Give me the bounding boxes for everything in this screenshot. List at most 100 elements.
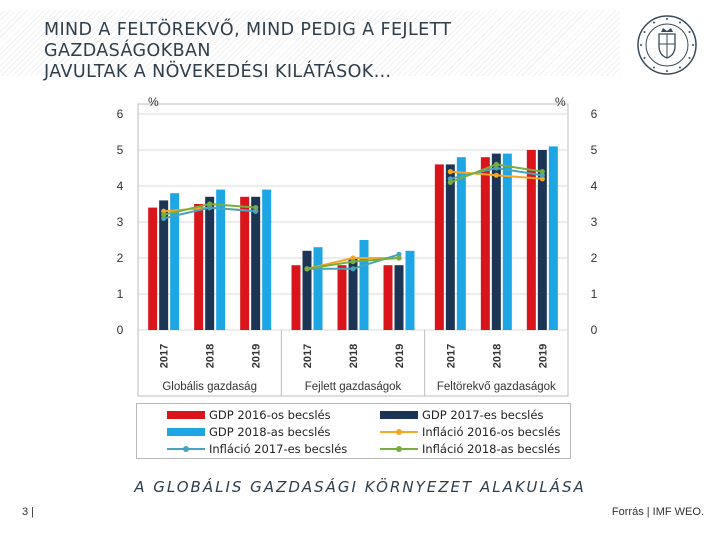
legend-item-gdp-2017: GDP 2017-es becslés: [380, 408, 543, 422]
bar-gdp2018-g0-2019: [262, 189, 272, 330]
point-inf2018-g0-2018: [207, 201, 213, 207]
point-inf2016-g2-2019: [539, 176, 545, 182]
point-inf2016-g1-2018: [350, 255, 356, 261]
legend-label-gdp-2017: GDP 2017-es becslés: [422, 408, 544, 422]
legend-item-inflation-2016: Infláció 2016-os becslés: [380, 425, 560, 439]
point-inf2018-g1-2018: [350, 259, 356, 265]
x-tick-year-g2-2017: 2017: [445, 344, 457, 368]
legend-item-inflation-2017: Infláció 2017-es becslés: [167, 442, 347, 456]
point-inf2018-g2-2017: [447, 179, 453, 185]
x-tick-year-g0-2019: 2019: [251, 344, 263, 368]
bar-gdp2017-g0-2017: [159, 200, 169, 330]
legend-label-gdp-2016: GDP 2016-os becslés: [209, 408, 331, 422]
bar-gdp2018-g2-2017: [456, 157, 466, 330]
legend-item-gdp-2018: GDP 2018-as becslés: [167, 425, 330, 439]
y-tick-left-1: 1: [117, 287, 124, 301]
legend-swatch-inflation-2017: [167, 444, 205, 454]
y-tick-right-1: 1: [591, 287, 598, 301]
mnb-seal-logo: [637, 15, 697, 75]
x-tick-year-g2-2018: 2018: [491, 344, 503, 368]
point-inf2017-g0-2019: [253, 208, 259, 214]
y-tick-left-6: 6: [117, 107, 124, 121]
point-inf2018-g1-2017: [304, 266, 310, 272]
y-unit-left: %: [148, 95, 159, 109]
title-line-2: JAVULTAK A NÖVEKEDÉSI KILÁTÁSOK…: [44, 62, 392, 82]
point-inf2018-g0-2017: [161, 212, 167, 218]
point-inf2018-g1-2019: [396, 255, 402, 261]
y-tick-left-4: 4: [117, 179, 124, 193]
bar-gdp2018-g1-2019: [405, 250, 415, 330]
bar-gdp2018-g1-2017: [313, 247, 323, 330]
bar-gdp2017-g1-2019: [394, 265, 404, 330]
page-number: 3 |: [22, 506, 35, 518]
point-inf2017-g0-2017: [161, 215, 167, 221]
point-inf2017-g1-2018: [350, 266, 356, 272]
legend-label-inflation-2018: Infláció 2018-as becslés: [422, 442, 561, 456]
legend-swatch-gdp-2016: [167, 411, 205, 419]
x-group-label-1: Fejlett gazdaságok: [305, 381, 402, 393]
point-inf2018-g2-2019: [539, 169, 545, 175]
point-inf2018-g2-2018: [493, 161, 499, 167]
point-inf2017-g2-2019: [539, 172, 545, 178]
bar-gdp2017-g1-2018: [348, 258, 358, 330]
bar-gdp2016-g2-2018: [480, 157, 490, 330]
page-title: MIND A FELTÖREKVŐ, MIND PEDIG A FEJLETT …: [44, 20, 624, 83]
bar-gdp2017-g2-2019: [537, 150, 547, 330]
point-inf2016-g2-2017: [447, 169, 453, 175]
x-tick-year-g2-2019: 2019: [537, 344, 549, 368]
bar-gdp2017-g1-2017: [302, 250, 312, 330]
legend-swatch-inflation-2016: [380, 427, 418, 437]
bar-gdp2018-g2-2019: [548, 146, 558, 330]
x-group-label-0: Globális gazdaság: [162, 381, 257, 393]
legend-label-gdp-2018: GDP 2018-as becslés: [209, 425, 331, 439]
bar-gdp2017-g2-2018: [491, 153, 501, 330]
gdp-inflation-chart: 0 0 1 1 2 2 3 3 4 4 5 5 6 6% % 2017 2018 2019 Globális gaz…: [117, 95, 598, 397]
section-subtitle: A GLOBÁLIS GAZDASÁGI KÖRNYEZET ALAKULÁSA: [134, 478, 586, 496]
point-inf2017-g0-2018: [207, 205, 213, 211]
y-unit-right: %: [555, 95, 566, 109]
y-tick-right-6: 6: [591, 107, 598, 121]
bar-gdp2016-g0-2017: [148, 207, 158, 330]
bar-gdp2016-g2-2017: [434, 164, 444, 330]
bar-gdp2017-g0-2018: [205, 196, 215, 330]
bar-gdp2016-g1-2019: [383, 265, 393, 330]
point-inf2017-g2-2018: [493, 165, 499, 171]
bar-gdp2016-g2-2019: [526, 150, 536, 330]
y-tick-left-5: 5: [117, 143, 124, 157]
y-tick-right-3: 3: [591, 215, 598, 229]
x-tick-year-g0-2017: 2017: [159, 344, 171, 368]
x-tick-year-g0-2018: 2018: [205, 344, 217, 368]
x-tick-year-g1-2019: 2019: [394, 344, 406, 368]
legend-swatch-inflation-2018: [380, 444, 418, 454]
x-tick-year-g1-2017: 2017: [302, 344, 314, 368]
bar-gdp2017-g2-2017: [445, 164, 455, 330]
legend-label-inflation-2017: Infláció 2017-es becslés: [209, 442, 348, 456]
bar-gdp2016-g1-2018: [337, 265, 347, 330]
point-inf2018-g0-2019: [253, 205, 259, 211]
header-band: [0, 10, 620, 76]
y-tick-left-0: 0: [117, 323, 124, 337]
y-tick-right-5: 5: [591, 143, 598, 157]
y-tick-left-3: 3: [117, 215, 124, 229]
bar-gdp2016-g1-2017: [291, 265, 301, 330]
legend-swatch-gdp-2017: [380, 411, 418, 419]
point-inf2016-g0-2017: [161, 208, 167, 214]
bar-gdp2018-g1-2018: [359, 240, 369, 330]
source-note: Forrás | IMF WEO.: [611, 506, 704, 518]
bar-gdp2016-g0-2019: [240, 196, 250, 330]
y-tick-right-0: 0: [591, 323, 598, 337]
chart-legend: GDP 2016-os becslés GDP 2017-es becslés …: [136, 403, 571, 459]
y-tick-left-2: 2: [117, 251, 124, 265]
bar-gdp2017-g0-2019: [251, 196, 261, 330]
y-tick-right-2: 2: [591, 251, 598, 265]
legend-swatch-gdp-2018: [167, 428, 205, 436]
bar-gdp2018-g0-2017: [170, 193, 180, 330]
bar-gdp2018-g2-2018: [502, 153, 512, 330]
x-tick-year-g1-2018: 2018: [348, 344, 360, 368]
point-inf2017-g1-2019: [396, 251, 402, 257]
x-group-label-2: Feltörekvő gazdaságok: [437, 381, 556, 393]
point-inf2016-g2-2018: [493, 172, 499, 178]
point-inf2017-g2-2017: [447, 176, 453, 182]
title-line-1: MIND A FELTÖREKVŐ, MIND PEDIG A FEJLETT …: [44, 20, 452, 61]
bar-gdp2016-g0-2018: [194, 204, 204, 330]
